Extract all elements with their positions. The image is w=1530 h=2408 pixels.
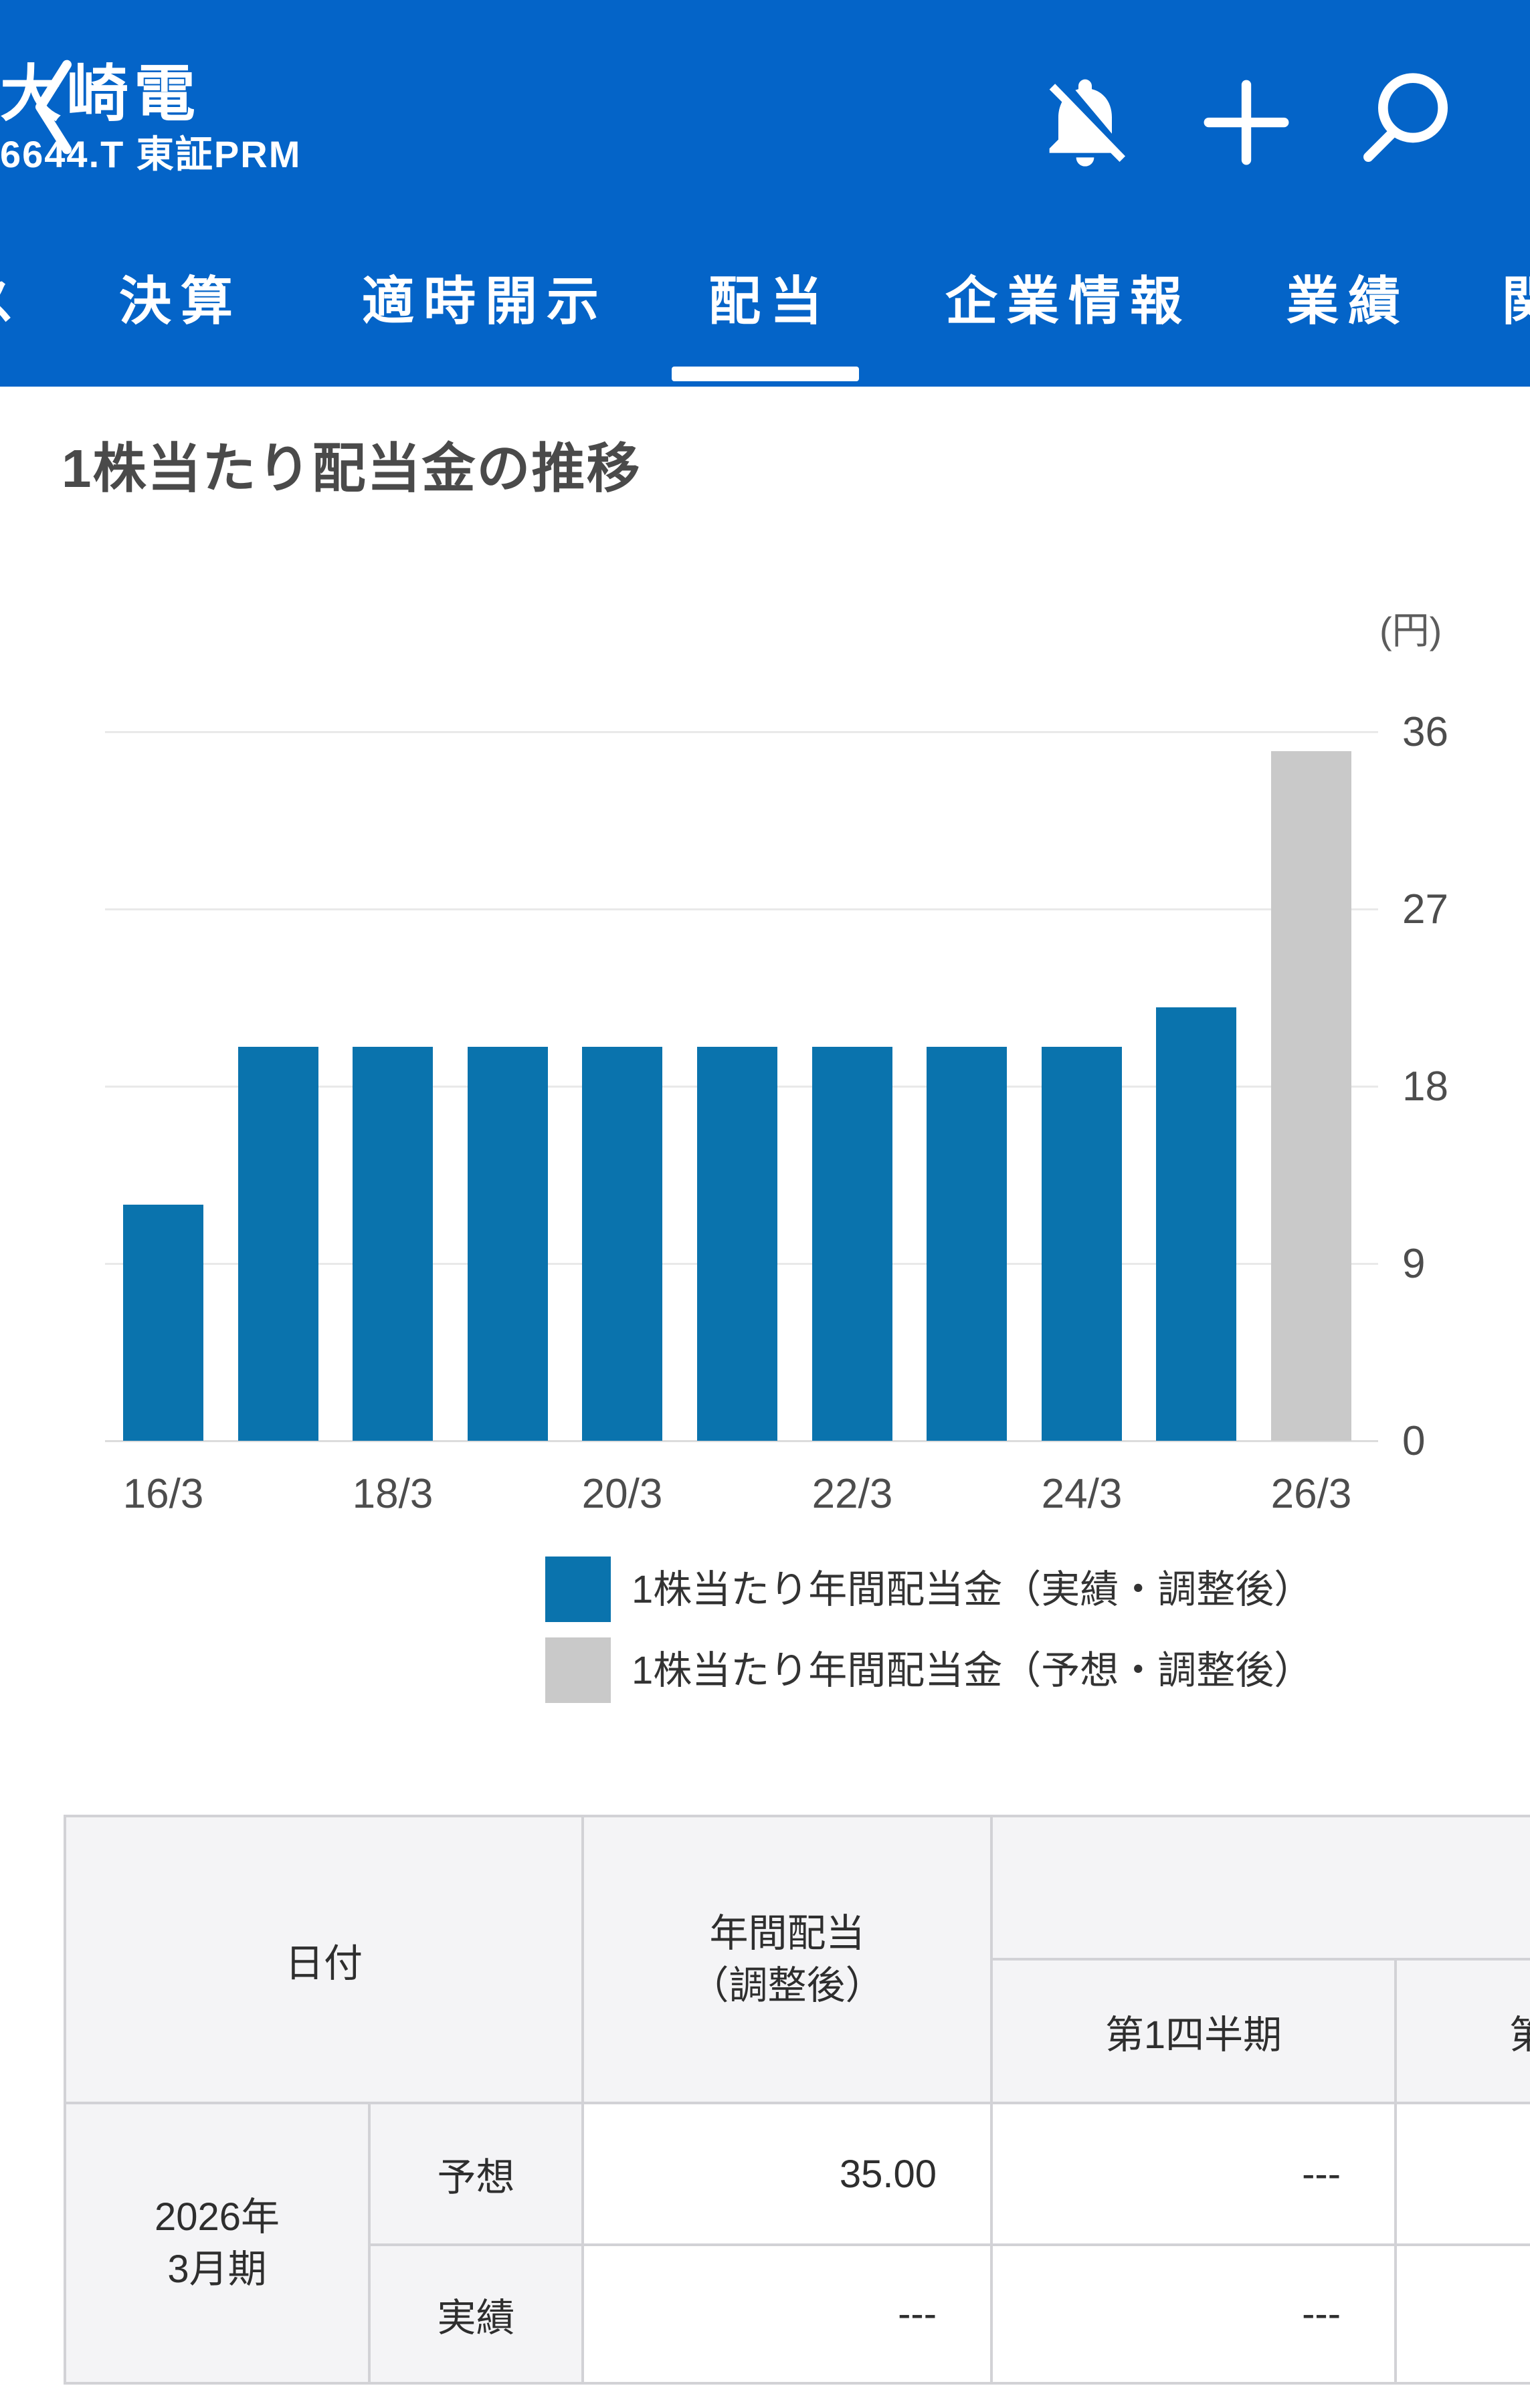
dividend-bar-25-3 xyxy=(1156,1007,1236,1441)
col-header-group xyxy=(990,1815,1530,1961)
period-cell: 2026年 3月期 xyxy=(64,2102,371,2385)
tab-partial-right[interactable]: 関 xyxy=(1502,260,1530,334)
legend-label-forecast: 1株当たり年間配当金（予想・調整後） xyxy=(632,1649,1313,1692)
tab-tekijikaiji[interactable]: 適時開示 xyxy=(362,272,609,330)
q2-dividend-forecast xyxy=(1394,2102,1530,2246)
row-type-label: 予想 xyxy=(367,2102,585,2246)
ticker-market-subtitle: 6644.T 東証PRM xyxy=(0,133,302,175)
x-axis-label: 22/3 xyxy=(811,1471,893,1517)
annual-dividend-actual: --- xyxy=(581,2243,993,2385)
tab-haito-active[interactable]: 配当 xyxy=(708,272,832,330)
search-button[interactable] xyxy=(1353,66,1460,173)
x-axis-label: 20/3 xyxy=(581,1471,663,1517)
tab-partial-left[interactable]: ス xyxy=(0,260,24,334)
legend-label-actual: 1株当たり年間配当金（実績・調整後） xyxy=(632,1568,1313,1611)
y-axis-unit-label: (円) xyxy=(1379,609,1442,651)
q1-dividend-actual: --- xyxy=(990,2243,1398,2385)
dividend-bar-26-3 xyxy=(1271,751,1351,1441)
col-header-date: 日付 xyxy=(64,1815,585,2104)
tab-gyoseki[interactable]: 業績 xyxy=(1286,272,1410,330)
q2-dividend-actual xyxy=(1394,2243,1530,2385)
y-axis-label: 18 xyxy=(1402,1064,1448,1110)
plus-icon xyxy=(1204,80,1289,165)
dividend-bar-chart: (円) 0 9 18 27 36 16/3 18/3 20/3 22/3 24/3 26/3 xyxy=(105,609,1448,1517)
stock-name-title: 大崎電 xyxy=(0,60,201,128)
dividend-bar-18-3 xyxy=(353,1047,433,1441)
dividend-bar-21-3 xyxy=(697,1047,777,1441)
col-header-q1: 第1四半期 xyxy=(990,1958,1398,2104)
legend-swatch-forecast xyxy=(545,1637,611,1703)
dividend-bar-24-3 xyxy=(1042,1047,1122,1441)
app-header: 大崎電 6644.T 東証PRM ス 決算 適時開示 配当 企業情報 業績 関 xyxy=(0,0,1530,387)
dividend-bar-23-3 xyxy=(927,1047,1007,1441)
row-type-label: 実績 xyxy=(367,2243,585,2385)
y-axis-label: 27 xyxy=(1402,886,1448,932)
y-axis-label: 36 xyxy=(1402,709,1448,756)
table-row-actual: 実績 --- --- xyxy=(65,2243,1530,2385)
x-axis-label: 24/3 xyxy=(1041,1471,1123,1517)
add-to-watchlist-button[interactable] xyxy=(1196,72,1297,173)
gridline xyxy=(105,1440,1378,1442)
dividend-bar-19-3 xyxy=(468,1047,548,1441)
back-chevron-icon xyxy=(35,60,72,155)
back-button[interactable] xyxy=(20,40,94,174)
search-icon xyxy=(1363,73,1448,163)
tab-kessan[interactable]: 決算 xyxy=(119,272,243,330)
q1-dividend-forecast: --- xyxy=(990,2102,1398,2246)
dividend-table: 日付 年間配当 （調整後） 第1四半期 第2四半期 2026年 3月期 予想 3… xyxy=(64,1815,1530,2408)
page-title: 1株当たり配当金の推移 xyxy=(62,439,642,498)
x-axis-label: 16/3 xyxy=(122,1471,204,1517)
legend-swatch-actual xyxy=(545,1557,611,1622)
gridline xyxy=(105,908,1378,910)
tab-kigyojoho[interactable]: 企業情報 xyxy=(945,272,1192,330)
annual-dividend-forecast: 35.00 xyxy=(581,2102,993,2246)
table-row-forecast: 2026年 3月期 予想 35.00 --- xyxy=(64,2102,1530,2385)
dividend-bar-22-3 xyxy=(812,1047,892,1441)
gridline xyxy=(105,731,1378,734)
notification-off-button[interactable] xyxy=(1032,62,1139,182)
active-tab-indicator xyxy=(672,367,859,381)
y-axis-label: 9 xyxy=(1402,1241,1426,1287)
dividend-bar-16-3 xyxy=(123,1205,203,1441)
dividend-bar-17-3 xyxy=(238,1047,318,1441)
bell-slash-icon xyxy=(1049,79,1125,167)
x-axis-label: 18/3 xyxy=(352,1471,434,1517)
dividend-bar-20-3 xyxy=(582,1047,662,1441)
y-axis-label: 0 xyxy=(1402,1418,1426,1464)
col-header-annual: 年間配当 （調整後） xyxy=(581,1815,993,2104)
col-header-q2: 第2四半期 xyxy=(1394,1958,1530,2104)
x-axis-label: 26/3 xyxy=(1270,1471,1352,1517)
